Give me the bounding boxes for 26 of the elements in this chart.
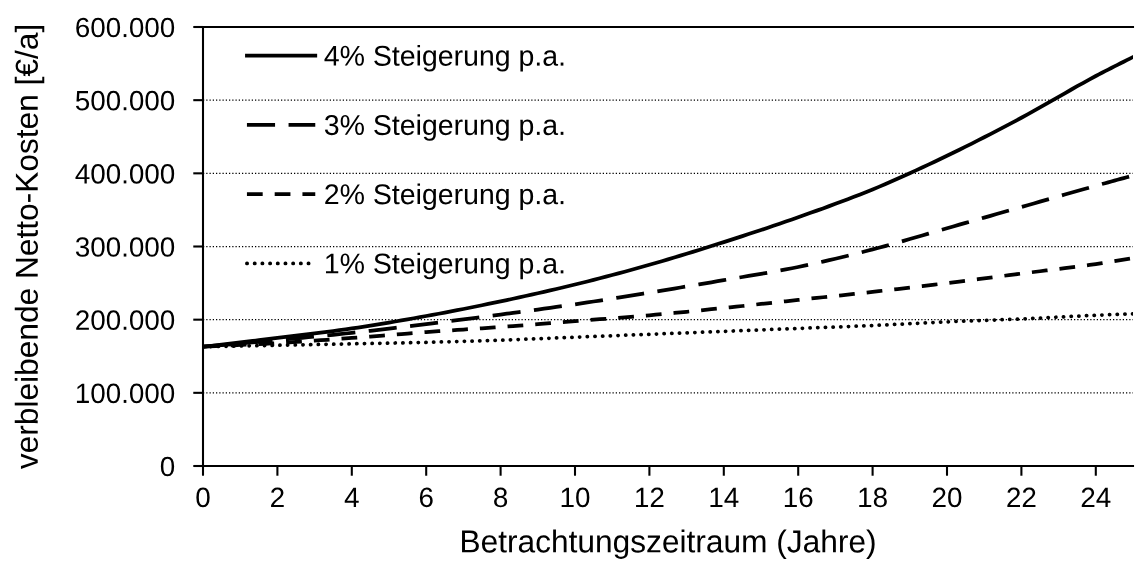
x-tick-label: 18 — [859, 487, 887, 508]
x-tick-label: 24 — [1081, 487, 1111, 507]
y-tick-label: 100.000 — [76, 383, 175, 404]
legend-label: 2% Steigerung p.a. — [325, 183, 564, 211]
x-tick-label: 22 — [1007, 487, 1036, 507]
legend-label: 4% Steigerung p.a. — [324, 44, 564, 72]
x-tick-label: 12 — [636, 487, 664, 507]
legend-label: 3% Steigerung p.a. — [324, 114, 564, 141]
y-tick-label: 200.000 — [76, 310, 175, 331]
x-tick-label: 0 — [196, 487, 210, 508]
y-tick-label: 0 — [160, 456, 175, 477]
y-tick-label: 400.000 — [75, 164, 175, 184]
x-tick-label: 4 — [344, 487, 359, 507]
y-axis-title: verbleibende Netto-Kosten [€/a] — [14, 26, 45, 470]
x-tick-label: 2 — [271, 487, 284, 507]
x-tick-label: 8 — [494, 487, 508, 508]
y-tick-label: 600.000 — [76, 17, 175, 38]
x-tick-label: 20 — [932, 487, 962, 508]
y-tick-label: 300.000 — [75, 237, 175, 257]
legend-label: 1% Steigerung p.a. — [325, 252, 564, 280]
x-tick-label: 16 — [784, 487, 813, 508]
y-tick-label: 500.000 — [75, 90, 175, 111]
x-tick-label: 6 — [419, 487, 433, 508]
x-tick-label: 10 — [561, 487, 590, 508]
x-axis-title: Betrachtungszeitraum (Jahre) — [462, 529, 875, 559]
x-tick-label: 14 — [710, 487, 739, 507]
